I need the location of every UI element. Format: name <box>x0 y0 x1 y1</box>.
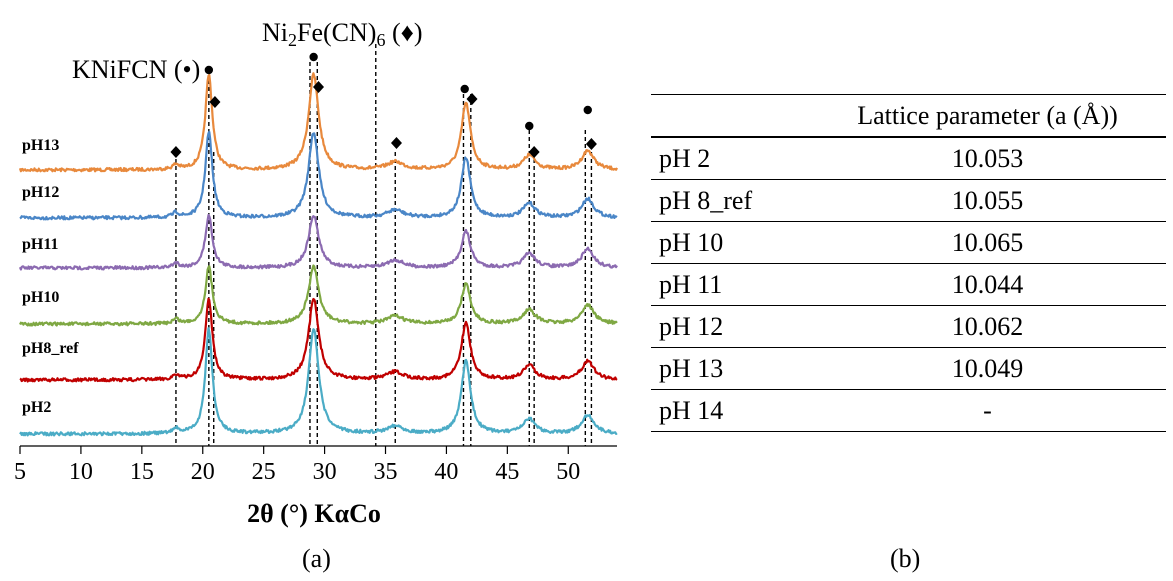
table-row: pH 12 10.062 <box>651 305 1166 348</box>
x-tick-label: 25 <box>252 459 276 485</box>
circle-marker <box>460 84 469 94</box>
circle-marker <box>525 121 534 131</box>
table-header-cell <box>651 94 809 138</box>
xrd-series-pH13 <box>18 72 618 173</box>
xrd-chart: pH13 pH12 pH11 pH10 pH8_ref pH2 5 10 15 20 25 30 35… <box>14 18 618 528</box>
x-tick-label: 30 <box>313 459 337 485</box>
diamond-marker <box>585 138 597 150</box>
xrd-series-pH12 <box>19 130 618 221</box>
diamond-marker <box>390 137 402 149</box>
table-cell-lattice-parameter: 10.053 <box>809 137 1166 180</box>
series-label-pH12: pH12 <box>22 184 59 201</box>
panel-label-b: (b) <box>890 544 921 573</box>
series-label-pH10: pH10 <box>22 289 59 306</box>
table-cell-lattice-parameter: 10.055 <box>809 179 1166 222</box>
lattice-parameter-table: Lattice parameter (a (Å)) pH 2 10.053 pH 8… <box>651 94 1166 432</box>
x-tick-label: 20 <box>191 459 215 485</box>
table-cell-lattice-parameter: 10.062 <box>809 305 1166 348</box>
table-header-cell: Lattice parameter (a (Å)) <box>809 94 1166 138</box>
xrd-series-pH11 <box>18 213 618 271</box>
reference-lines <box>175 44 593 446</box>
diamond-marker <box>170 146 182 158</box>
xrd-curves <box>18 72 618 437</box>
x-tick-label: 5 <box>14 459 26 485</box>
diamond-marker <box>528 146 540 158</box>
xrd-series-pH10 <box>19 264 618 327</box>
table-cell-condition: pH 12 <box>651 305 809 348</box>
table-row: pH 8_ref 10.055 <box>651 179 1166 222</box>
table-cell-condition: pH 13 <box>651 347 809 390</box>
peak-markers <box>170 52 597 158</box>
diamond-marker <box>466 93 478 105</box>
series-labels: pH13 pH12 pH11 pH10 pH8_ref pH2 <box>22 137 79 416</box>
table-row: pH 2 10.053 <box>651 137 1166 180</box>
series-label-pH11: pH11 <box>22 236 58 253</box>
x-tick-label: 50 <box>556 459 580 485</box>
phase-label-knifcn: KNiFCN (•) <box>72 55 200 84</box>
table-row: pH 11 10.044 <box>651 263 1166 306</box>
circle-marker <box>583 105 592 115</box>
table-cell-lattice-parameter: 10.065 <box>809 221 1166 264</box>
x-axis-ticks: 5 10 15 20 25 30 35 40 45 50 <box>14 446 580 485</box>
table-cell-condition: pH 11 <box>651 263 809 306</box>
table-cell-condition: pH 8_ref <box>651 179 809 222</box>
x-tick-label: 40 <box>434 459 458 485</box>
diamond-marker <box>313 81 324 93</box>
table-cell-condition: pH 10 <box>651 221 809 264</box>
series-label-pH8_ref: pH8_ref <box>22 340 79 357</box>
table-cell-lattice-parameter: 10.049 <box>809 347 1166 390</box>
circle-marker <box>204 65 214 75</box>
table-cell-lattice-parameter: - <box>809 389 1166 432</box>
series-label-pH2: pH2 <box>22 399 51 416</box>
panel-label-a: (a) <box>302 544 331 573</box>
table-cell-condition: pH 14 <box>651 389 809 432</box>
table-header-row: Lattice parameter (a (Å)) <box>651 94 1166 138</box>
phase-label-ni2fecn6: Ni2Fe(CN)6 (♦) <box>262 18 423 50</box>
x-axis-label: 2θ (°) KαCo <box>247 499 381 528</box>
xrd-series-pH8_ref <box>19 297 618 383</box>
xrd-series-pH2 <box>19 327 618 437</box>
x-tick-label: 10 <box>69 459 93 485</box>
table-row: pH 14- <box>651 389 1166 432</box>
diamond-marker <box>209 96 221 108</box>
x-tick-label: 45 <box>495 459 519 485</box>
series-label-pH13: pH13 <box>22 137 59 154</box>
table-cell-lattice-parameter: 10.044 <box>809 263 1166 306</box>
table-cell-condition: pH 2 <box>651 137 809 180</box>
x-tick-label: 35 <box>374 459 398 485</box>
x-tick-label: 15 <box>130 459 154 485</box>
table-row: pH 13 10.049 <box>651 347 1166 390</box>
table-row: pH 10 10.065 <box>651 221 1166 264</box>
circle-marker <box>309 52 318 62</box>
